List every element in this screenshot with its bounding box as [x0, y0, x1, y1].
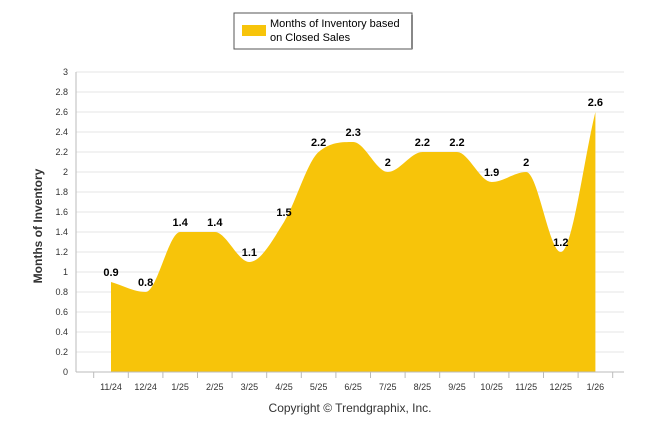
- x-tick-label: 2/25: [206, 382, 224, 392]
- data-label: 0.8: [138, 277, 153, 289]
- legend-label-line1: Months of Inventory based: [270, 18, 400, 30]
- x-tick-label: 12/24: [134, 382, 157, 392]
- x-tick-label: 1/25: [171, 382, 189, 392]
- data-label: 2.2: [311, 137, 326, 149]
- data-labels: 0.9 0.8 1.4 1.4 1.1 1.5 2.2 2.3 2 2.2 2.2 1.9 2 1.2 2.…: [103, 97, 603, 289]
- legend-label-line2: on Closed Sales: [270, 32, 351, 44]
- y-axis-ticks: 0 0.2 0.4 0.6 0.8 1 1.2 1.4 1.6 1.8 2 2.2 2.4 2.6 2.8 3: [55, 67, 68, 377]
- data-label: 2: [523, 157, 529, 169]
- data-label: 2.2: [415, 137, 430, 149]
- x-tick-label: 6/25: [344, 382, 362, 392]
- x-tick-label: 11/25: [515, 382, 537, 392]
- x-tick-label: 7/25: [379, 382, 397, 392]
- data-label: 1.9: [484, 167, 499, 179]
- x-tick-label: 4/25: [275, 382, 293, 392]
- y-tick-label: 0.6: [55, 307, 68, 317]
- y-tick-label: 1.8: [55, 187, 68, 197]
- data-label: 1.5: [276, 207, 291, 219]
- axes: [75, 72, 624, 373]
- data-label: 2.3: [346, 127, 361, 139]
- y-tick-label: 2.2: [55, 147, 68, 157]
- x-tick-label: 3/25: [241, 382, 259, 392]
- x-tick-label: 8/25: [414, 382, 432, 392]
- y-tick-label: 0.2: [55, 347, 68, 357]
- x-tick-label: 10/25: [480, 382, 503, 392]
- y-tick-label: 3: [63, 67, 68, 77]
- data-label: 1.1: [242, 247, 257, 259]
- data-label: 1.4: [207, 217, 223, 229]
- y-tick-label: 2: [63, 167, 68, 177]
- data-label: 2: [385, 157, 391, 169]
- x-tick-label: 9/25: [448, 382, 466, 392]
- y-tick-label: 2.6: [55, 107, 68, 117]
- y-axis-title: Months of Inventory: [31, 168, 45, 283]
- x-tick-label: 12/25: [550, 382, 573, 392]
- y-tick-label: 0.4: [55, 327, 68, 337]
- y-tick-label: 1: [63, 267, 68, 277]
- series-area: [111, 112, 596, 372]
- y-tick-label: 0: [63, 367, 68, 377]
- data-label: 1.2: [553, 237, 568, 249]
- y-tick-label: 1.2: [55, 247, 68, 257]
- y-tick-label: 1.6: [55, 207, 68, 217]
- x-axis-ticks: 11/24 12/24 1/25 2/25 3/25 4/25 5/25 6/25 7/25 8/…: [93, 372, 614, 392]
- x-tick-label: 5/25: [310, 382, 328, 392]
- y-tick-label: 2.4: [55, 127, 68, 137]
- y-tick-label: 1.4: [55, 227, 68, 237]
- y-tick-label: 0.8: [55, 287, 68, 297]
- legend: Months of Inventory based on Closed Sale…: [233, 12, 413, 50]
- data-label: 2.2: [449, 137, 464, 149]
- legend-swatch: [242, 25, 266, 36]
- copyright-footer: Copyright © Trendgraphix, Inc.: [269, 401, 432, 415]
- x-tick-label: 1/26: [587, 382, 605, 392]
- data-label: 0.9: [103, 267, 118, 279]
- x-tick-label: 11/24: [100, 382, 122, 392]
- y-tick-label: 2.8: [55, 87, 68, 97]
- data-label: 2.6: [588, 97, 603, 109]
- data-label: 1.4: [173, 217, 189, 229]
